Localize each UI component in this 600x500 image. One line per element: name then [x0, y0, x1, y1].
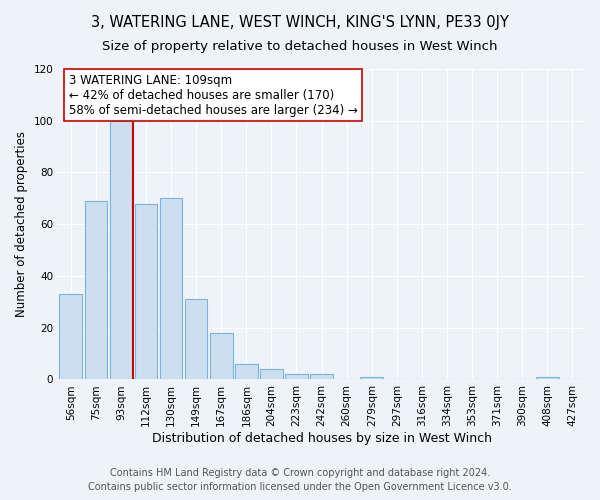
X-axis label: Distribution of detached houses by size in West Winch: Distribution of detached houses by size … — [152, 432, 491, 445]
Bar — [285, 374, 308, 380]
Bar — [85, 201, 107, 380]
Bar — [235, 364, 257, 380]
Text: Size of property relative to detached houses in West Winch: Size of property relative to detached ho… — [102, 40, 498, 53]
Bar — [536, 377, 559, 380]
Bar — [110, 120, 132, 380]
Bar — [210, 333, 233, 380]
Bar — [134, 204, 157, 380]
Bar — [59, 294, 82, 380]
Bar — [160, 198, 182, 380]
Bar — [310, 374, 333, 380]
Bar — [185, 300, 208, 380]
Bar — [260, 369, 283, 380]
Text: 3, WATERING LANE, WEST WINCH, KING'S LYNN, PE33 0JY: 3, WATERING LANE, WEST WINCH, KING'S LYN… — [91, 15, 509, 30]
Y-axis label: Number of detached properties: Number of detached properties — [15, 131, 28, 317]
Bar — [361, 377, 383, 380]
Text: Contains HM Land Registry data © Crown copyright and database right 2024.
Contai: Contains HM Land Registry data © Crown c… — [88, 468, 512, 492]
Text: 3 WATERING LANE: 109sqm
← 42% of detached houses are smaller (170)
58% of semi-d: 3 WATERING LANE: 109sqm ← 42% of detache… — [69, 74, 358, 116]
